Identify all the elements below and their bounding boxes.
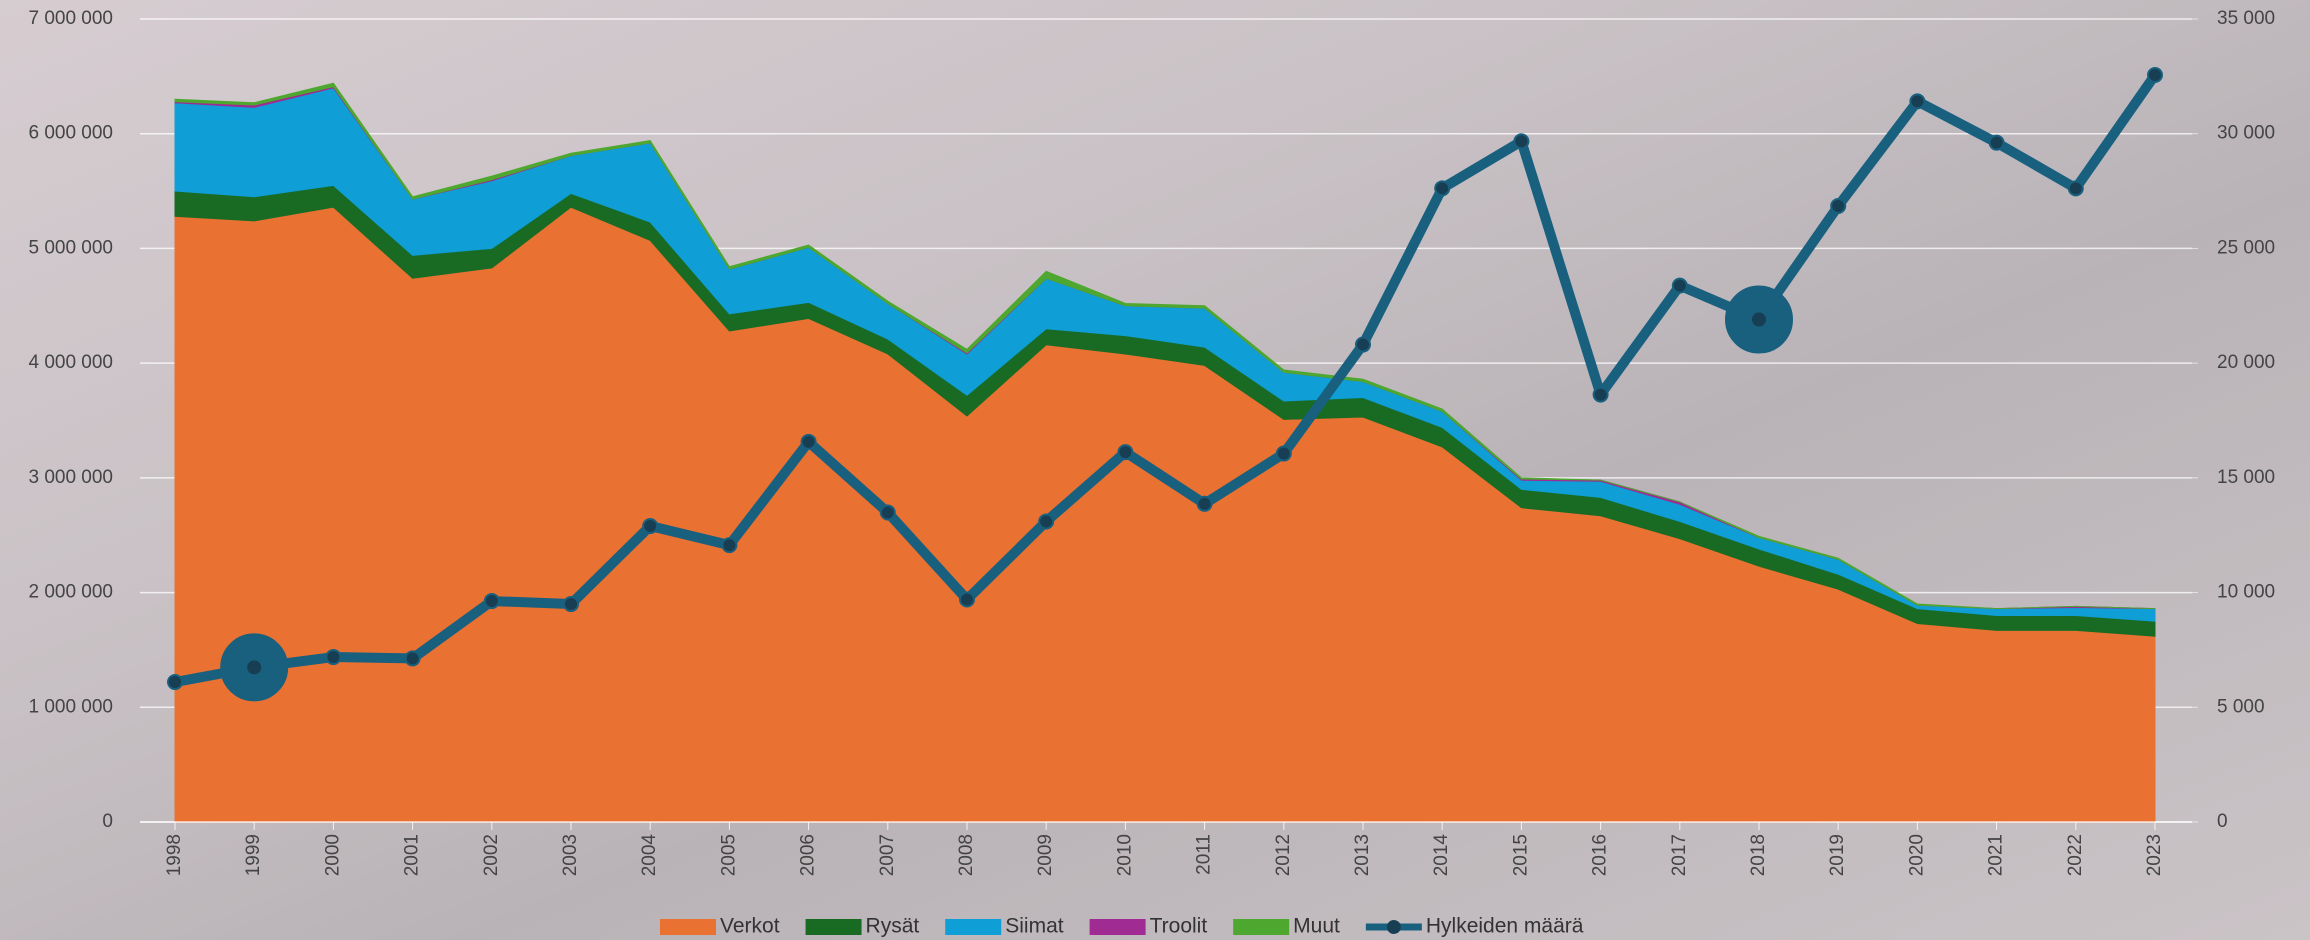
marker: [1592, 386, 1609, 403]
y-tick-label: 6 000 000: [28, 123, 113, 144]
x-tick-label: 2013: [1352, 834, 1373, 876]
x-tick-label: 2012: [1273, 834, 1294, 876]
x-tick-label: 2003: [560, 834, 581, 876]
y-tick-label: 0: [102, 811, 113, 832]
x-tick-label: 2001: [402, 834, 423, 876]
marker: [1038, 513, 1055, 530]
x-tick-label: 2023: [2144, 834, 2165, 876]
legend-label: Troolit: [1150, 915, 1208, 938]
marker: [1671, 277, 1688, 294]
marker: [1909, 93, 1926, 110]
y-tick-label: 2 000 000: [28, 582, 113, 603]
marker: [404, 650, 421, 667]
marker: [563, 596, 579, 613]
marker: [800, 433, 817, 450]
y-tick-label: 4 000 000: [28, 352, 113, 373]
marker: [1117, 444, 1134, 461]
x-tick-label: 2020: [1906, 834, 1927, 876]
area-4: [174, 82, 2156, 610]
marker: [2147, 66, 2163, 83]
x-tick-label: 2018: [1748, 834, 1769, 876]
x-tick-label: 2019: [1827, 834, 1848, 876]
legend-label: Verkot: [720, 915, 780, 938]
y2-tick-label: 15 000: [2217, 467, 2275, 488]
legend-swatch: [805, 919, 862, 935]
y-tick-label: 7 000 000: [28, 8, 113, 29]
highlight-dot: [247, 660, 262, 675]
y2-tick-label: 10 000: [2217, 582, 2275, 603]
legend-swatch: [1233, 919, 1290, 935]
marker: [325, 649, 342, 666]
x-tick-label: 2005: [718, 834, 739, 876]
y2-tick-label: 5 000: [2217, 696, 2265, 717]
y-tick-label: 1 000 000: [28, 696, 113, 717]
marker: [167, 674, 183, 691]
marker: [1434, 180, 1451, 197]
x-tick-label: 1999: [243, 834, 264, 876]
y2-tick-label: 20 000: [2217, 352, 2275, 373]
marker: [483, 593, 500, 610]
x-tick-label: 2006: [798, 834, 819, 876]
marker: [1513, 133, 1530, 150]
legend-label: Rysät: [866, 915, 920, 938]
x-tick-label: 1998: [164, 834, 185, 876]
marker: [642, 518, 659, 535]
y2-tick-label: 35 000: [2217, 8, 2275, 29]
marker: [1830, 197, 1847, 214]
x-tick-label: 2009: [1035, 834, 1056, 876]
marker: [1196, 495, 1213, 512]
y2-tick-label: 0: [2217, 811, 2228, 832]
marker: [1988, 134, 2005, 151]
x-tick-label: 2011: [1194, 834, 1215, 875]
marker: [879, 504, 896, 521]
marker: [1355, 336, 1371, 353]
marker: [721, 537, 738, 554]
marker: [2067, 180, 2084, 197]
x-tick-label: 2015: [1510, 834, 1531, 876]
marker: [1275, 445, 1292, 462]
y2-tick-label: 30 000: [2217, 123, 2275, 144]
x-tick-label: 2016: [1590, 834, 1611, 876]
legend-swatch: [660, 919, 716, 935]
x-tick-label: 2022: [2065, 834, 2086, 876]
x-tick-label: 2002: [481, 834, 502, 876]
x-tick-label: 2007: [877, 834, 898, 876]
legend-label: Muut: [1293, 915, 1340, 938]
y2-tick-label: 25 000: [2217, 237, 2275, 258]
legend-swatch: [945, 919, 1002, 935]
x-tick-label: 2008: [956, 834, 977, 876]
y-tick-label: 5 000 000: [28, 237, 113, 258]
legend-swatch: [1089, 919, 1146, 935]
line: [170, 69, 2160, 688]
x-tick-label: 2021: [1986, 834, 2007, 876]
highlight-dot: [1752, 312, 1766, 327]
y-tick-label: 3 000 000: [28, 467, 113, 488]
legend-label: Siimat: [1005, 915, 1064, 938]
x-tick-label: 2004: [639, 834, 660, 877]
legend-marker: [1386, 920, 1401, 934]
x-tick-label: 2000: [322, 834, 343, 876]
x-tick-label: 2017: [1669, 834, 1690, 876]
x-tick-label: 2014: [1431, 834, 1452, 877]
marker: [959, 591, 975, 608]
legend-label: Hylkeiden määrä: [1426, 915, 1584, 938]
x-tick-label: 2010: [1114, 834, 1135, 876]
